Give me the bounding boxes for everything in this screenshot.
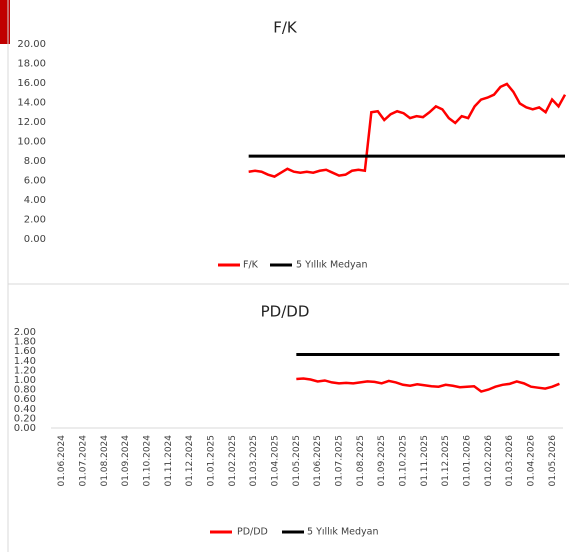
x-tick-label: 01.08.2025 bbox=[356, 435, 366, 487]
x-tick-label: 01.06.2024 bbox=[57, 435, 67, 487]
y-tick-label: 18.00 bbox=[17, 59, 46, 70]
y-tick-label: 20.00 bbox=[17, 39, 46, 50]
x-tick-label: 01.06.2025 bbox=[313, 435, 323, 487]
legend-label: PD/DD bbox=[237, 527, 268, 538]
x-tick-label: 01.01.2026 bbox=[463, 435, 473, 487]
y-tick-label: 2.00 bbox=[24, 215, 46, 226]
y-tick-label: 0.00 bbox=[24, 234, 46, 245]
y-tick-label: 1.80 bbox=[14, 337, 36, 348]
legend-label: 5 Yıllık Medyan bbox=[307, 527, 378, 538]
x-tick-label: 01.09.2024 bbox=[121, 435, 131, 487]
y-tick-label: 0.60 bbox=[14, 394, 36, 405]
x-tick-label: 01.09.2025 bbox=[377, 435, 387, 487]
y-tick-label: 1.40 bbox=[14, 356, 36, 367]
x-tick-label: 01.07.2025 bbox=[335, 435, 345, 487]
x-tick-label: 01.10.2025 bbox=[399, 435, 409, 487]
x-tick-label: 01.11.2024 bbox=[164, 435, 174, 487]
y-tick-label: 0.20 bbox=[14, 413, 36, 424]
x-tick-label: 01.01.2025 bbox=[207, 435, 217, 487]
x-tick-label: 01.03.2026 bbox=[505, 435, 515, 487]
x-tick-label: 01.11.2025 bbox=[420, 435, 430, 487]
x-tick-label: 01.04.2025 bbox=[271, 435, 281, 487]
y-tick-label: 0.80 bbox=[14, 385, 36, 396]
x-tick-label: 01.05.2026 bbox=[548, 435, 558, 487]
x-tick-label: 01.02.2025 bbox=[228, 435, 238, 487]
legend-label: F/K bbox=[243, 260, 259, 271]
y-tick-label: 16.00 bbox=[17, 78, 46, 89]
y-tick-label: 2.00 bbox=[14, 327, 36, 338]
y-tick-label: 12.00 bbox=[17, 117, 46, 128]
chart-title: PD/DD bbox=[261, 303, 310, 321]
chart-title: F/K bbox=[273, 19, 298, 37]
x-tick-label: 01.03.2025 bbox=[249, 435, 259, 487]
x-tick-label: 01.05.2025 bbox=[292, 435, 302, 487]
y-tick-label: 0.40 bbox=[14, 404, 36, 415]
y-tick-label: 10.00 bbox=[17, 137, 46, 148]
x-tick-label: 01.02.2026 bbox=[484, 435, 494, 487]
x-tick-label: 01.08.2024 bbox=[100, 435, 110, 487]
x-tick-label: 01.04.2026 bbox=[527, 435, 537, 487]
y-tick-label: 4.00 bbox=[24, 195, 46, 206]
x-tick-label: 01.10.2024 bbox=[143, 435, 153, 487]
x-tick-label: 01.12.2024 bbox=[185, 435, 195, 487]
y-tick-label: 8.00 bbox=[24, 156, 46, 167]
x-tick-label: 01.12.2025 bbox=[441, 435, 451, 487]
series-line bbox=[296, 377, 560, 393]
y-tick-label: 1.00 bbox=[14, 375, 36, 386]
y-tick-label: 1.20 bbox=[14, 365, 36, 376]
y-tick-label: 0.00 bbox=[14, 423, 36, 434]
y-tick-label: 14.00 bbox=[17, 98, 46, 109]
legend-label: 5 Yıllık Medyan bbox=[296, 260, 367, 271]
side-fragment bbox=[0, 0, 10, 44]
x-tick-label: 01.07.2024 bbox=[79, 435, 89, 487]
series-line bbox=[248, 82, 567, 178]
y-tick-label: 6.00 bbox=[24, 176, 46, 187]
y-tick-label: 1.60 bbox=[14, 346, 36, 357]
